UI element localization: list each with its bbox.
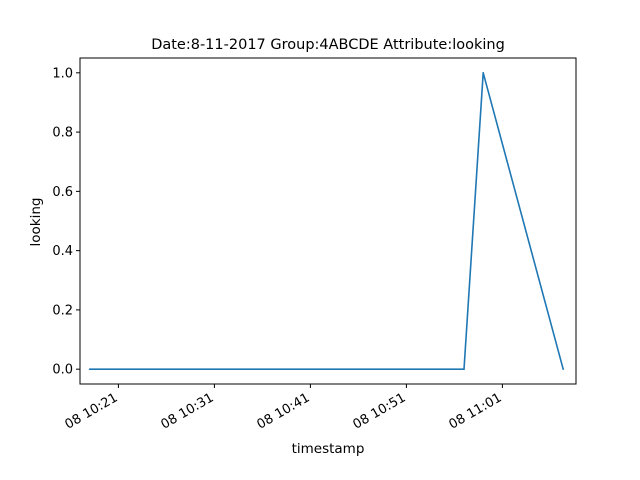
y-tick-label: 1.0 <box>52 66 73 81</box>
data-point <box>562 368 564 370</box>
data-point <box>463 368 465 370</box>
data-point <box>88 368 91 370</box>
y-axis-label: looking <box>28 198 44 247</box>
y-tick-label: 0.2 <box>52 303 73 318</box>
y-tick-label: 0.4 <box>52 244 73 259</box>
y-tick-label: 0.0 <box>52 363 73 378</box>
axes-frame <box>79 57 577 385</box>
chart-title: Date:8-11-2017 Group:4ABCDE Attribute:lo… <box>151 37 505 53</box>
y-tick-label: 0.6 <box>52 185 73 200</box>
y-tick-label: 0.8 <box>52 126 73 141</box>
x-axis-label: timestamp <box>292 441 365 457</box>
data-point <box>482 72 485 74</box>
series-line <box>89 72 564 371</box>
